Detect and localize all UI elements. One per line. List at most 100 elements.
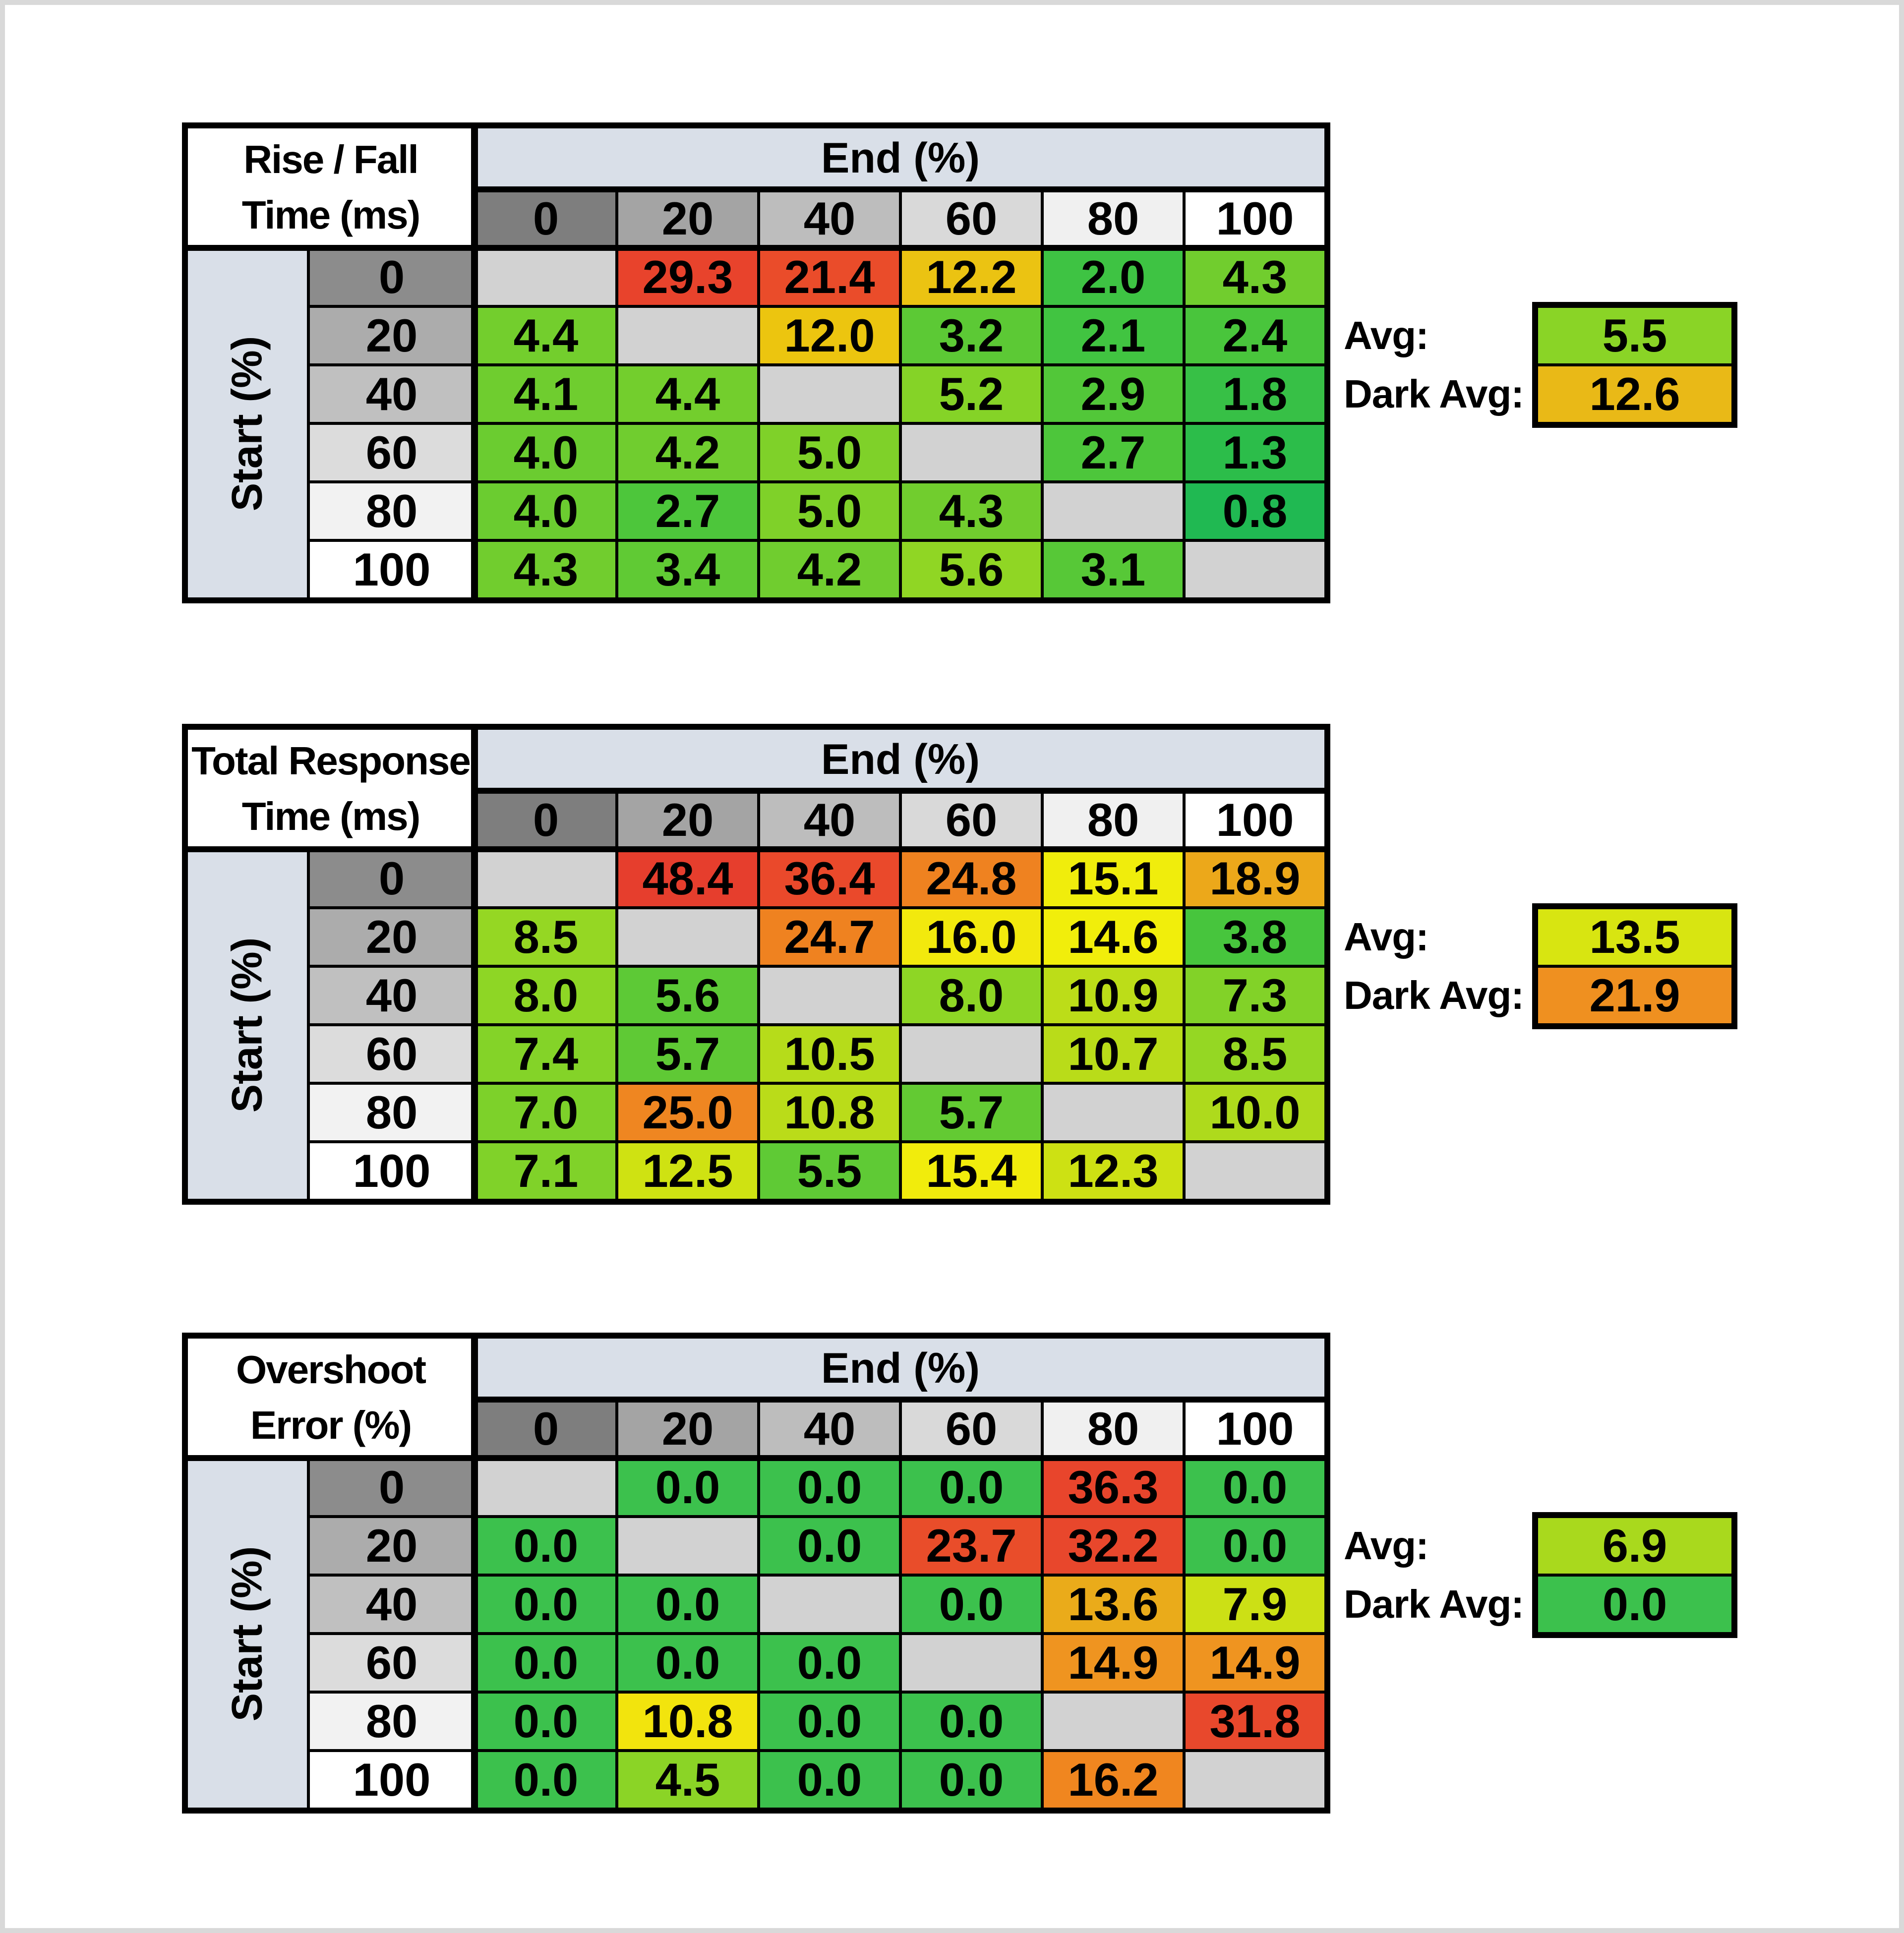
heatmap-cell: 1.3 bbox=[1186, 425, 1324, 480]
empty-diagonal-cell bbox=[902, 1026, 1041, 1082]
row-header-40: 40 bbox=[310, 968, 474, 1023]
heatmap-cell: 2.0 bbox=[1044, 249, 1183, 305]
heatmap-cell: 4.3 bbox=[902, 483, 1041, 539]
row-header-40: 40 bbox=[310, 366, 474, 422]
column-header-60: 60 bbox=[902, 792, 1041, 848]
avg-value-box-3: 6.9 0.0 bbox=[1532, 1512, 1737, 1638]
table-title-line2: Time (ms) bbox=[241, 193, 420, 237]
heatmap-cell: 0.0 bbox=[902, 1694, 1041, 1749]
heatmap-cell: 29.3 bbox=[618, 249, 757, 305]
heatmap-cell: 15.1 bbox=[1044, 851, 1183, 906]
row-header-80: 80 bbox=[310, 1085, 474, 1140]
heatmap-cell: 4.0 bbox=[476, 425, 615, 480]
avg-value-box-1: 5.5 12.6 bbox=[1532, 302, 1737, 428]
empty-diagonal-cell bbox=[760, 968, 899, 1023]
empty-diagonal-cell bbox=[760, 366, 899, 422]
table-title-line2: Time (ms) bbox=[241, 794, 420, 838]
heatmap-cell: 5.0 bbox=[760, 483, 899, 539]
heatmap-cell: 5.6 bbox=[902, 542, 1041, 597]
start-axis-text: Start (%) bbox=[223, 1546, 271, 1721]
heatmap-cell: 0.0 bbox=[476, 1694, 615, 1749]
heatmap-cell: 23.7 bbox=[902, 1518, 1041, 1574]
avg-value: 6.9 bbox=[1538, 1518, 1731, 1574]
heatmap-cell: 0.0 bbox=[1186, 1460, 1324, 1515]
heatmap-cell: 4.5 bbox=[618, 1752, 757, 1808]
column-header-100: 100 bbox=[1186, 191, 1324, 246]
heatmap-cell: 4.2 bbox=[760, 542, 899, 597]
table-title-line1: Overshoot bbox=[236, 1347, 426, 1392]
end-axis-label: End (%) bbox=[476, 1339, 1324, 1398]
empty-diagonal-cell bbox=[618, 1518, 757, 1574]
end-axis-label: End (%) bbox=[476, 128, 1324, 188]
heatmap-cell: 18.9 bbox=[1186, 851, 1324, 906]
heatmap-cell: 3.2 bbox=[902, 308, 1041, 363]
start-axis-text: Start (%) bbox=[223, 336, 271, 511]
column-header-40: 40 bbox=[760, 792, 899, 848]
heatmap-cell: 4.1 bbox=[476, 366, 615, 422]
row-header-60: 60 bbox=[310, 1635, 474, 1691]
table-title-line2: Error (%) bbox=[250, 1403, 412, 1447]
start-axis-label: Start (%) bbox=[188, 1460, 307, 1808]
thick-gridline-vertical bbox=[471, 1333, 478, 1814]
heatmap-cell: 1.8 bbox=[1186, 366, 1324, 422]
heatmap-table-2: Total Response Time (ms) End (%) 0 20 40 60 80 1… bbox=[182, 724, 1330, 1205]
heatmap-cell: 0.0 bbox=[618, 1460, 757, 1515]
heatmap-cell: 5.7 bbox=[618, 1026, 757, 1082]
row-header-0: 0 bbox=[310, 1460, 474, 1515]
heatmap-cell: 7.1 bbox=[476, 1143, 615, 1199]
heatmap-cell: 24.8 bbox=[902, 851, 1041, 906]
dark-avg-label-1: Dark Avg: bbox=[1344, 372, 1524, 416]
thick-gridline-under-header bbox=[182, 1455, 1330, 1461]
thick-gridline-vertical bbox=[471, 724, 478, 1205]
empty-diagonal-cell bbox=[618, 909, 757, 965]
heatmap-cell: 10.8 bbox=[618, 1694, 757, 1749]
heatmap-cell: 13.6 bbox=[1044, 1577, 1183, 1632]
heatmap-cell: 2.4 bbox=[1186, 308, 1324, 363]
heatmap-cell: 3.4 bbox=[618, 542, 757, 597]
heatmap-cell: 7.9 bbox=[1186, 1577, 1324, 1632]
dark-avg-value: 21.9 bbox=[1538, 968, 1731, 1023]
empty-diagonal-cell bbox=[1044, 1694, 1183, 1749]
row-header-80: 80 bbox=[310, 483, 474, 539]
column-header-80: 80 bbox=[1044, 1401, 1183, 1457]
heatmap-cell: 12.2 bbox=[902, 249, 1041, 305]
heatmap-cell: 48.4 bbox=[618, 851, 757, 906]
heatmap-cell: 0.0 bbox=[760, 1752, 899, 1808]
empty-diagonal-cell bbox=[1044, 1085, 1183, 1140]
row-header-60: 60 bbox=[310, 425, 474, 480]
heatmap-cell: 4.2 bbox=[618, 425, 757, 480]
heatmap-cell: 0.0 bbox=[760, 1694, 899, 1749]
heatmap-cell: 0.0 bbox=[760, 1635, 899, 1691]
empty-diagonal-cell bbox=[476, 851, 615, 906]
column-header-0: 0 bbox=[476, 191, 615, 246]
heatmap-cell: 0.0 bbox=[476, 1577, 615, 1632]
column-header-80: 80 bbox=[1044, 792, 1183, 848]
heatmap-cell: 0.0 bbox=[476, 1518, 615, 1574]
avg-label-2: Avg: bbox=[1344, 915, 1429, 959]
column-header-40: 40 bbox=[760, 191, 899, 246]
row-header-60: 60 bbox=[310, 1026, 474, 1082]
avg-value: 5.5 bbox=[1538, 308, 1731, 363]
empty-diagonal-cell bbox=[902, 1635, 1041, 1691]
row-header-80: 80 bbox=[310, 1694, 474, 1749]
heatmap-cell: 12.0 bbox=[760, 308, 899, 363]
heatmap-cell: 14.6 bbox=[1044, 909, 1183, 965]
heatmap-cell: 0.8 bbox=[1186, 483, 1324, 539]
heatmap-cell: 8.5 bbox=[476, 909, 615, 965]
thick-gridline-under-end bbox=[471, 186, 1330, 192]
heatmap-cell: 3.8 bbox=[1186, 909, 1324, 965]
heatmap-cell: 4.3 bbox=[1186, 249, 1324, 305]
column-header-60: 60 bbox=[902, 191, 1041, 246]
row-header-40: 40 bbox=[310, 1577, 474, 1632]
dark-avg-label-3: Dark Avg: bbox=[1344, 1582, 1524, 1626]
heatmap-cell: 2.7 bbox=[618, 483, 757, 539]
heatmap-cell: 0.0 bbox=[902, 1752, 1041, 1808]
column-header-0: 0 bbox=[476, 792, 615, 848]
row-header-100: 100 bbox=[310, 1143, 474, 1199]
heatmap-cell: 7.0 bbox=[476, 1085, 615, 1140]
row-header-20: 20 bbox=[310, 308, 474, 363]
heatmap-cell: 12.3 bbox=[1044, 1143, 1183, 1199]
heatmap-cell: 7.4 bbox=[476, 1026, 615, 1082]
heatmap-cell: 10.0 bbox=[1186, 1085, 1324, 1140]
